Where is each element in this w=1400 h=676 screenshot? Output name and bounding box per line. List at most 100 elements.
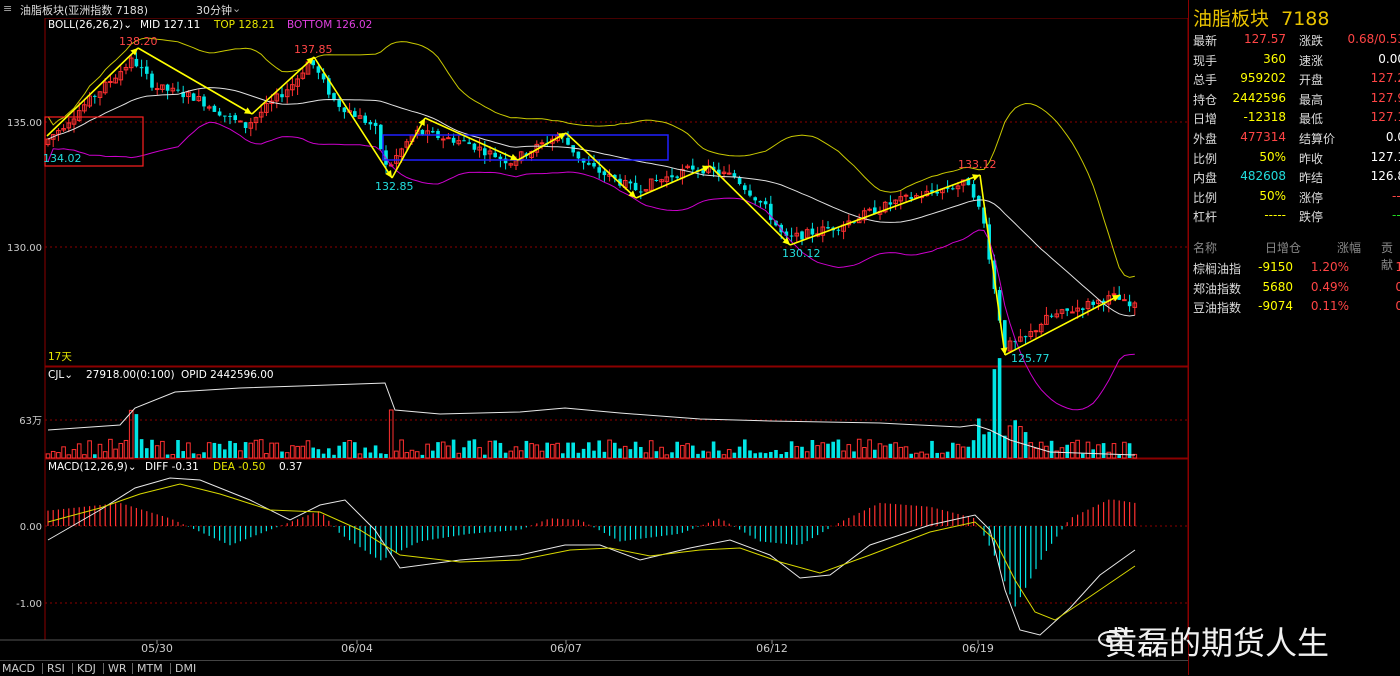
volume-bar-up (290, 445, 295, 459)
x-axis-label: 05/30 (141, 642, 173, 655)
volume-bar-up (726, 449, 732, 459)
quote-label: 昨结 (1299, 171, 1324, 186)
menu-icon[interactable]: ≡ (3, 2, 13, 15)
volume-bar-up (425, 443, 430, 459)
price-annotation: 125.77 (1011, 352, 1050, 365)
candle-body-down (145, 66, 149, 74)
volume-bar-up (154, 445, 160, 459)
trend-arrowhead (782, 237, 790, 245)
volume-bar-up (71, 449, 77, 459)
watchlist-item[interactable]: 豆油指数 -9074 0.11% 0 (1189, 298, 1400, 317)
tab-rsi[interactable]: RSI (47, 662, 65, 675)
candle-body-down (997, 290, 1002, 321)
chart-title: 油脂板块(亚洲指数 7188) (20, 4, 149, 17)
candle-body-up (61, 128, 66, 131)
candle-body-up (804, 229, 810, 239)
period-selector[interactable]: 30分钟 (196, 4, 232, 17)
tab-dmi[interactable]: DMI (175, 662, 197, 675)
volume-bar-down (327, 448, 331, 458)
trend-line (137, 47, 253, 115)
candle-body-down (483, 148, 487, 156)
volume-bar-up (1054, 450, 1060, 459)
volume-bar-up (477, 447, 482, 459)
tab-mtm[interactable]: MTM (137, 662, 163, 675)
quote-label: 最低 (1299, 112, 1324, 127)
tab-macd[interactable]: MACD (2, 662, 35, 675)
candle-body-down (1127, 301, 1132, 307)
volume-bar-down (982, 434, 986, 458)
candle-body-up (50, 134, 56, 140)
watchlist-contrib: 1 (1395, 260, 1400, 274)
trend-line (424, 117, 519, 161)
candle-body-up (1096, 299, 1101, 304)
price-annotation: 130.12 (782, 247, 821, 260)
candle-body-down (758, 201, 763, 203)
candle-body-down (139, 67, 144, 69)
macd-value: 0.37 (279, 461, 302, 473)
col-contrib: 贡献 (1381, 241, 1394, 272)
tab-kdj[interactable]: KDJ (77, 662, 96, 675)
candle-body-down (633, 182, 638, 191)
blue-range-box (382, 134, 669, 161)
volume-bar-up (622, 445, 628, 459)
candle-body-down (753, 197, 757, 201)
volume-bar-up (893, 442, 898, 459)
volume-bar-down (1013, 420, 1017, 458)
volume-bar-up (108, 438, 113, 459)
volume-bar-down (165, 454, 170, 458)
volume-bar-down (737, 446, 742, 458)
volume-bar-down (316, 449, 321, 458)
candle-body-down (935, 191, 939, 194)
volume-bar-up (440, 441, 446, 459)
candle-body-down (368, 122, 373, 125)
candle-body-up (1132, 302, 1138, 308)
volume-bar-up (1132, 453, 1138, 459)
candle-body-up (440, 138, 446, 141)
boll-mid-line (47, 87, 1135, 317)
volume-bar-down (774, 449, 778, 458)
volume-bar-up (680, 444, 685, 459)
candle-body-up (456, 140, 462, 145)
volume-bar-down (493, 440, 497, 458)
quote-label: 比例 (1193, 190, 1218, 205)
quote-value: 127.57 (1244, 32, 1286, 46)
watchlist-item[interactable]: 郑油指数 5680 0.49% 0 (1189, 279, 1400, 298)
volume-bar-down (280, 451, 284, 458)
volume-bar-down (691, 445, 695, 458)
candle-body-up (508, 163, 514, 166)
candle-body-down (971, 184, 976, 198)
macd-label: MACD(12,26,9)⌄ (48, 461, 137, 473)
trend-line (979, 174, 1006, 356)
chart-area[interactable]: 135.00 130.00 63万 0.00 -1.00 05/30 06/04 06/07 0… (0, 0, 1188, 660)
instrument-name: 油脂板块 (1193, 8, 1270, 30)
tab-wr[interactable]: WR (108, 662, 127, 675)
volume-bar-up (186, 442, 191, 459)
volume-bar-down (176, 440, 180, 458)
volume-bar-down (951, 442, 955, 458)
volume-bar-down (831, 441, 835, 458)
volume-bar-up (1044, 445, 1049, 459)
candle-body-down (732, 173, 737, 178)
diff-value: DIFF -0.31 (145, 461, 199, 473)
candle-body-down (691, 165, 695, 170)
red-range-box (44, 116, 144, 167)
volume-bar-up (664, 454, 670, 459)
volume-bar-down (1117, 454, 1121, 458)
candle-body-down (342, 107, 347, 113)
candle-body-down (737, 177, 742, 184)
candle-body-down (337, 100, 341, 107)
candle-body-down (134, 58, 139, 67)
candle-body-down (951, 188, 955, 190)
volume-bar-up (529, 443, 534, 459)
volume-bar-up (1096, 444, 1101, 459)
candle-body-up (1122, 299, 1127, 302)
candle-body-down (1065, 308, 1069, 311)
chevron-down-icon[interactable]: ⌄ (232, 2, 242, 15)
trend-arrowhead (558, 133, 566, 140)
volume-bar-down (789, 441, 794, 458)
watchlist-item[interactable]: 棕榈油指 -9150 1.20% 1 (1189, 259, 1400, 278)
watchlist-pct: 0.11% (1310, 299, 1349, 313)
candle-body-up (882, 201, 888, 213)
trend-arrowhead (130, 48, 138, 56)
volume-bar-up (1075, 439, 1080, 459)
